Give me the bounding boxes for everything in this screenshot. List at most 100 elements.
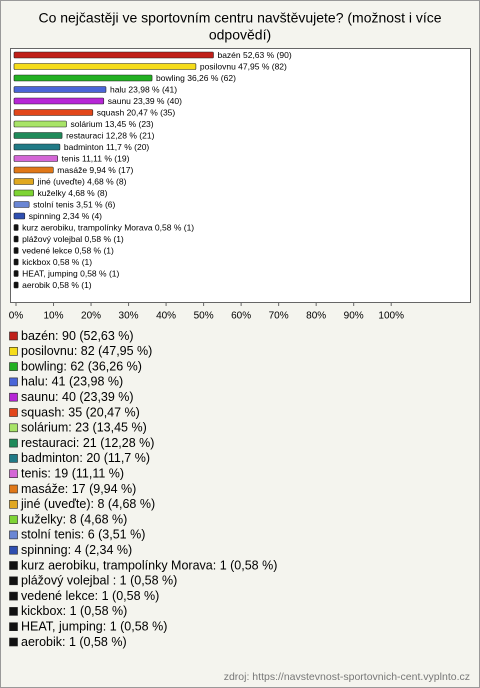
value-label: jiné (uveďte) 4,68 % (8) [37, 176, 127, 186]
legend-swatch [9, 377, 18, 387]
value-label: plážový volejbal 0,58 % (1) [22, 234, 124, 244]
value-label: halu 23,98 % (41) [110, 84, 177, 94]
value-label: squash 20,47 % (35) [97, 107, 176, 117]
legend-swatch [9, 423, 18, 433]
value-label: saunu 23,39 % (40) [108, 96, 182, 106]
legend-label: bazén: 90 (52,63 %) [21, 329, 134, 343]
legend-swatch [9, 392, 18, 402]
legend-swatch [9, 561, 18, 570]
legend-swatch [9, 530, 18, 540]
legend-label: solárium: 23 (13,45 %) [21, 421, 147, 435]
legend-label: jiné (uveďte): 8 (4,68 %) [20, 497, 155, 511]
source: zdroj: https://navstevnost-sportovnich-c… [224, 671, 470, 683]
legend-label: spinning: 4 (2,34 %) [21, 543, 132, 557]
x-tick-label: 80% [306, 311, 326, 322]
legend-swatch [9, 622, 18, 632]
bar [13, 201, 30, 208]
value-label: solárium 13,45 % (23) [70, 119, 153, 129]
legend-label: plážový volejbal : 1 (0,58 %) [21, 574, 177, 588]
legend-label: squash: 35 (20,47 %) [21, 405, 140, 419]
value-label: bowling 36,26 % (62) [156, 73, 236, 83]
value-label: spinning 2,34 % (4) [29, 211, 102, 221]
legend-label: kurz aerobiku, trampolínky Morava: 1 (0,… [21, 558, 277, 572]
bar [13, 63, 197, 70]
legend-swatch [9, 346, 18, 356]
bar [13, 120, 67, 128]
bar [13, 189, 34, 197]
bar [13, 97, 105, 105]
legend-label: restauraci: 21 (12,28 %) [21, 436, 154, 450]
bar [13, 258, 19, 266]
legend-swatch [9, 484, 18, 494]
bar [13, 132, 63, 139]
legend-swatch [9, 469, 18, 479]
bar [13, 155, 58, 162]
legend-label: aerobik: 1 (0,58 %) [21, 635, 127, 649]
legend-label: kickbox: 1 (0,58 %) [21, 604, 127, 618]
legend-label: saunu: 40 (23,39 %) [21, 390, 134, 404]
bar [13, 212, 26, 220]
legend-label: badminton: 20 (11,7 %) [21, 451, 150, 465]
legend-label: HEAT, jumping: 1 (0,58 %) [21, 619, 167, 633]
legend-swatch [9, 637, 18, 647]
legend-swatch [9, 545, 18, 555]
value-label: restauraci 12,28 % (21) [66, 130, 155, 140]
x-tick-label: 30% [119, 311, 139, 322]
value-label: aerobik 0,58 % (1) [22, 280, 92, 290]
bar [13, 143, 61, 151]
legend-swatch [9, 454, 18, 463]
x-tick-label: 10% [44, 311, 64, 322]
legend-swatch [9, 607, 18, 616]
value-label: kurz aerobiku, trampolínky Morava 0,58 %… [22, 222, 194, 232]
bar [13, 109, 94, 116]
x-tick-label: 50% [194, 311, 214, 322]
legend-label: bowling: 62 (36,26 %) [21, 359, 142, 373]
x-tick-label: 100% [378, 311, 404, 322]
legend-label: stolní tenis: 6 (3,51 %) [21, 528, 145, 542]
value-label: stolní tenis 3,51 % (6) [33, 199, 115, 209]
legend-swatch [9, 591, 18, 601]
x-tick-label: 70% [269, 311, 289, 322]
x-tick-label: 90% [344, 311, 364, 322]
legend-label: posilovnu: 82 (47,95 %) [21, 344, 152, 358]
legend-swatch [9, 515, 18, 524]
chart-title: Co nejčastěji ve sportovním centru navšt… [38, 10, 441, 26]
x-tick-label: 0% [9, 311, 24, 322]
bar [13, 51, 214, 59]
bar [13, 178, 34, 185]
legend-label: halu: 41 (23,98 %) [21, 375, 123, 389]
bar [13, 281, 19, 289]
value-label: posilovnu 47,95 % (82) [200, 61, 287, 71]
legend-swatch [9, 408, 18, 417]
legend-swatch [9, 331, 18, 341]
bar [13, 74, 153, 82]
value-label: bazén 52,63 % (90) [217, 50, 291, 60]
value-label: vedené lekce 0,58 % (1) [22, 245, 114, 255]
value-label: masáže 9,94 % (17) [57, 165, 133, 175]
x-tick-label: 40% [156, 311, 176, 322]
legend-swatch [9, 499, 18, 509]
bar [13, 166, 54, 174]
legend-label: masáže: 17 (9,94 %) [21, 482, 136, 496]
value-label: kuželky 4,68 % (8) [38, 188, 108, 198]
x-tick-label: 20% [81, 311, 101, 322]
bar [13, 224, 19, 231]
legend-swatch [9, 362, 18, 371]
bar [13, 270, 19, 277]
x-tick-label: 60% [231, 311, 251, 322]
bar [13, 235, 19, 243]
legend-swatch [9, 438, 18, 448]
value-label: HEAT, jumping 0,58 % (1) [22, 268, 119, 278]
chart-title: odpovědí) [209, 27, 271, 43]
legend-label: vedené lekce: 1 (0,58 %) [21, 589, 159, 603]
legend-label: tenis: 19 (11,11 %) [21, 466, 124, 480]
legend-swatch [9, 576, 18, 586]
bar [13, 247, 19, 254]
value-label: badminton 11,7 % (20) [64, 142, 150, 152]
value-label: tenis 11,11 % (19) [62, 153, 130, 163]
value-label: kickbox 0,58 % (1) [22, 257, 92, 267]
legend-label: kuželky: 8 (4,68 %) [21, 512, 127, 526]
bar [13, 86, 107, 93]
